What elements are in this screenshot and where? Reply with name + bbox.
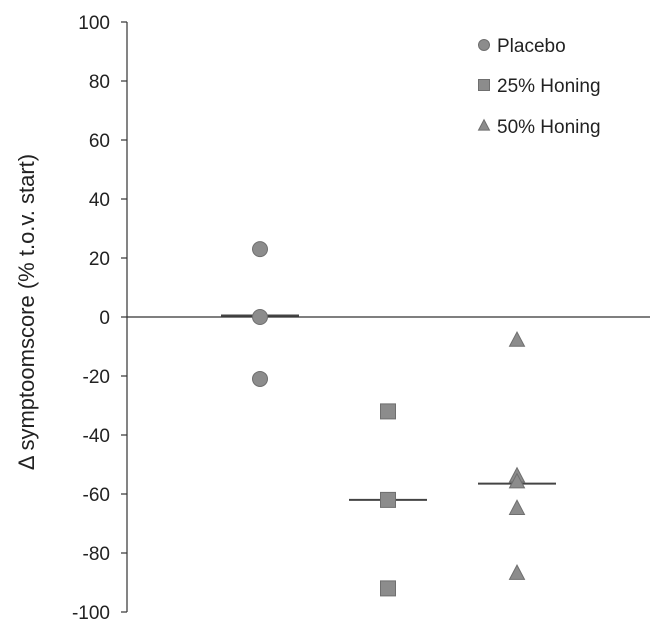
y-tick-label: -20 [83,367,110,388]
y-axis-label: Δ symptoomscore (% t.o.v. start) [14,154,39,470]
legend-50-honing-triangle-icon [477,118,491,131]
y-tick-label: 0 [99,308,110,329]
legend: Placebo 25% Honing 50% Honing [477,36,601,138]
y-tick-label: -100 [72,603,110,621]
25-honing-data-point [380,403,396,420]
y-tick-label: 40 [89,190,110,211]
legend-label-25-honing: 25% Honing [497,76,601,97]
legend-placebo-circle-icon [478,39,490,51]
y-tick-label: 60 [89,131,110,152]
placebo-data-point [252,241,268,258]
legend-label-50-honing: 50% Honing [497,117,601,138]
y-tick-label: -60 [83,485,110,506]
y-tick-label: 80 [89,72,110,93]
chart-marks [221,241,556,597]
y-tick-label: 20 [89,249,110,270]
legend-25-honing-square-icon [478,79,490,91]
y-tick-label: -80 [83,544,110,565]
50-honing-data-point [508,330,526,347]
y-tick-label: -40 [83,426,110,447]
25-honing-data-point [380,491,396,508]
50-honing-data-point [508,472,526,489]
placebo-data-point [252,309,268,325]
placebo-data-point [252,370,268,387]
axes: 100 80 60 40 20 0 -20 -40 -60 -80 -100 [72,13,650,621]
y-tick-label: 100 [78,13,110,34]
50-honing-data-point [508,564,526,580]
legend-label-placebo: Placebo [497,36,566,57]
50-honing-data-point [508,499,526,515]
25-honing-data-point [380,580,396,597]
